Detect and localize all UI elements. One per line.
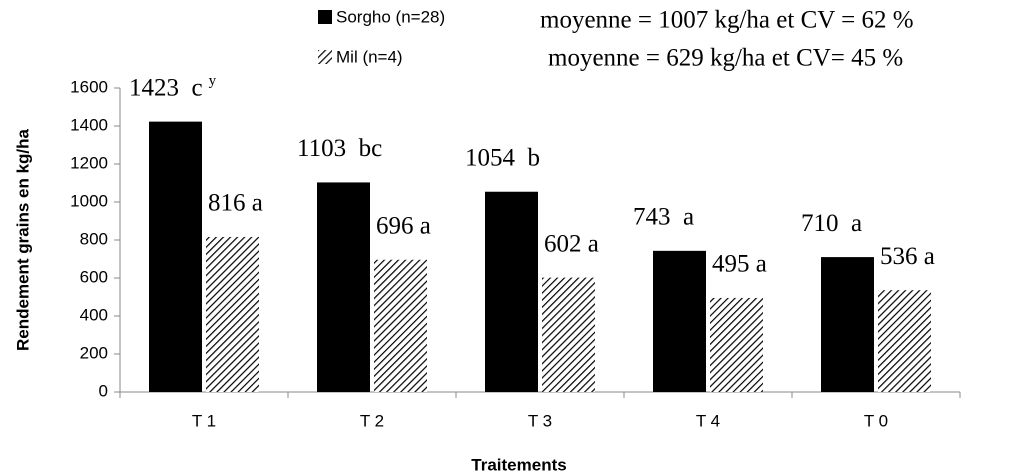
y-tick-label: 1400: [70, 115, 108, 134]
legend-swatch: [318, 50, 332, 64]
y-tick-label: 1000: [70, 191, 108, 210]
y-tick-label: 200: [80, 343, 108, 362]
y-tick-label: 800: [80, 229, 108, 248]
value-label: 495 a: [712, 251, 767, 278]
bar: [317, 182, 370, 392]
value-label: 743 a: [633, 204, 694, 231]
x-tick-label: T 0: [864, 411, 888, 430]
value-label: 696 a: [376, 212, 431, 239]
bar: [206, 236, 259, 392]
bar: [653, 250, 706, 392]
x-tick-label: T 2: [360, 411, 384, 430]
value-label: 536 a: [880, 243, 935, 270]
bar: [374, 259, 427, 392]
bar: [710, 297, 763, 392]
legend-swatch: [318, 10, 332, 24]
value-label: 602 a: [544, 230, 599, 257]
value-label: 1423 c: [129, 74, 203, 101]
x-tick-label: T 4: [696, 411, 720, 430]
bar: [542, 277, 595, 392]
y-tick-label: 1600: [70, 77, 108, 96]
y-tick-label: 400: [80, 305, 108, 324]
note: moyenne = 629 kg/ha et CV= 45 %: [548, 45, 903, 72]
value-label: 710 a: [801, 210, 862, 237]
note: moyenne = 1007 kg/ha et CV = 62 %: [540, 7, 914, 34]
y-tick-label: 0: [99, 381, 108, 400]
value-label: 816 a: [208, 190, 263, 217]
x-tick-label: T 3: [528, 411, 552, 430]
y-tick-label: 1200: [70, 153, 108, 172]
annotation: y: [209, 73, 217, 89]
y-tick-label: 600: [80, 267, 108, 286]
bar: [149, 121, 202, 392]
bar: [878, 290, 931, 392]
legend-label: Mil (n=4): [336, 47, 403, 66]
y-axis-label: Rendement grains en kg/ha: [13, 128, 32, 351]
bar: [821, 257, 874, 392]
value-label: 1103 bc: [297, 135, 382, 162]
value-label: 1054 b: [465, 144, 540, 171]
x-tick-label: T 1: [192, 411, 216, 430]
bar: [485, 191, 538, 392]
legend-label: Sorgho (n=28): [336, 7, 445, 26]
x-axis-label: Traitements: [471, 455, 566, 474]
